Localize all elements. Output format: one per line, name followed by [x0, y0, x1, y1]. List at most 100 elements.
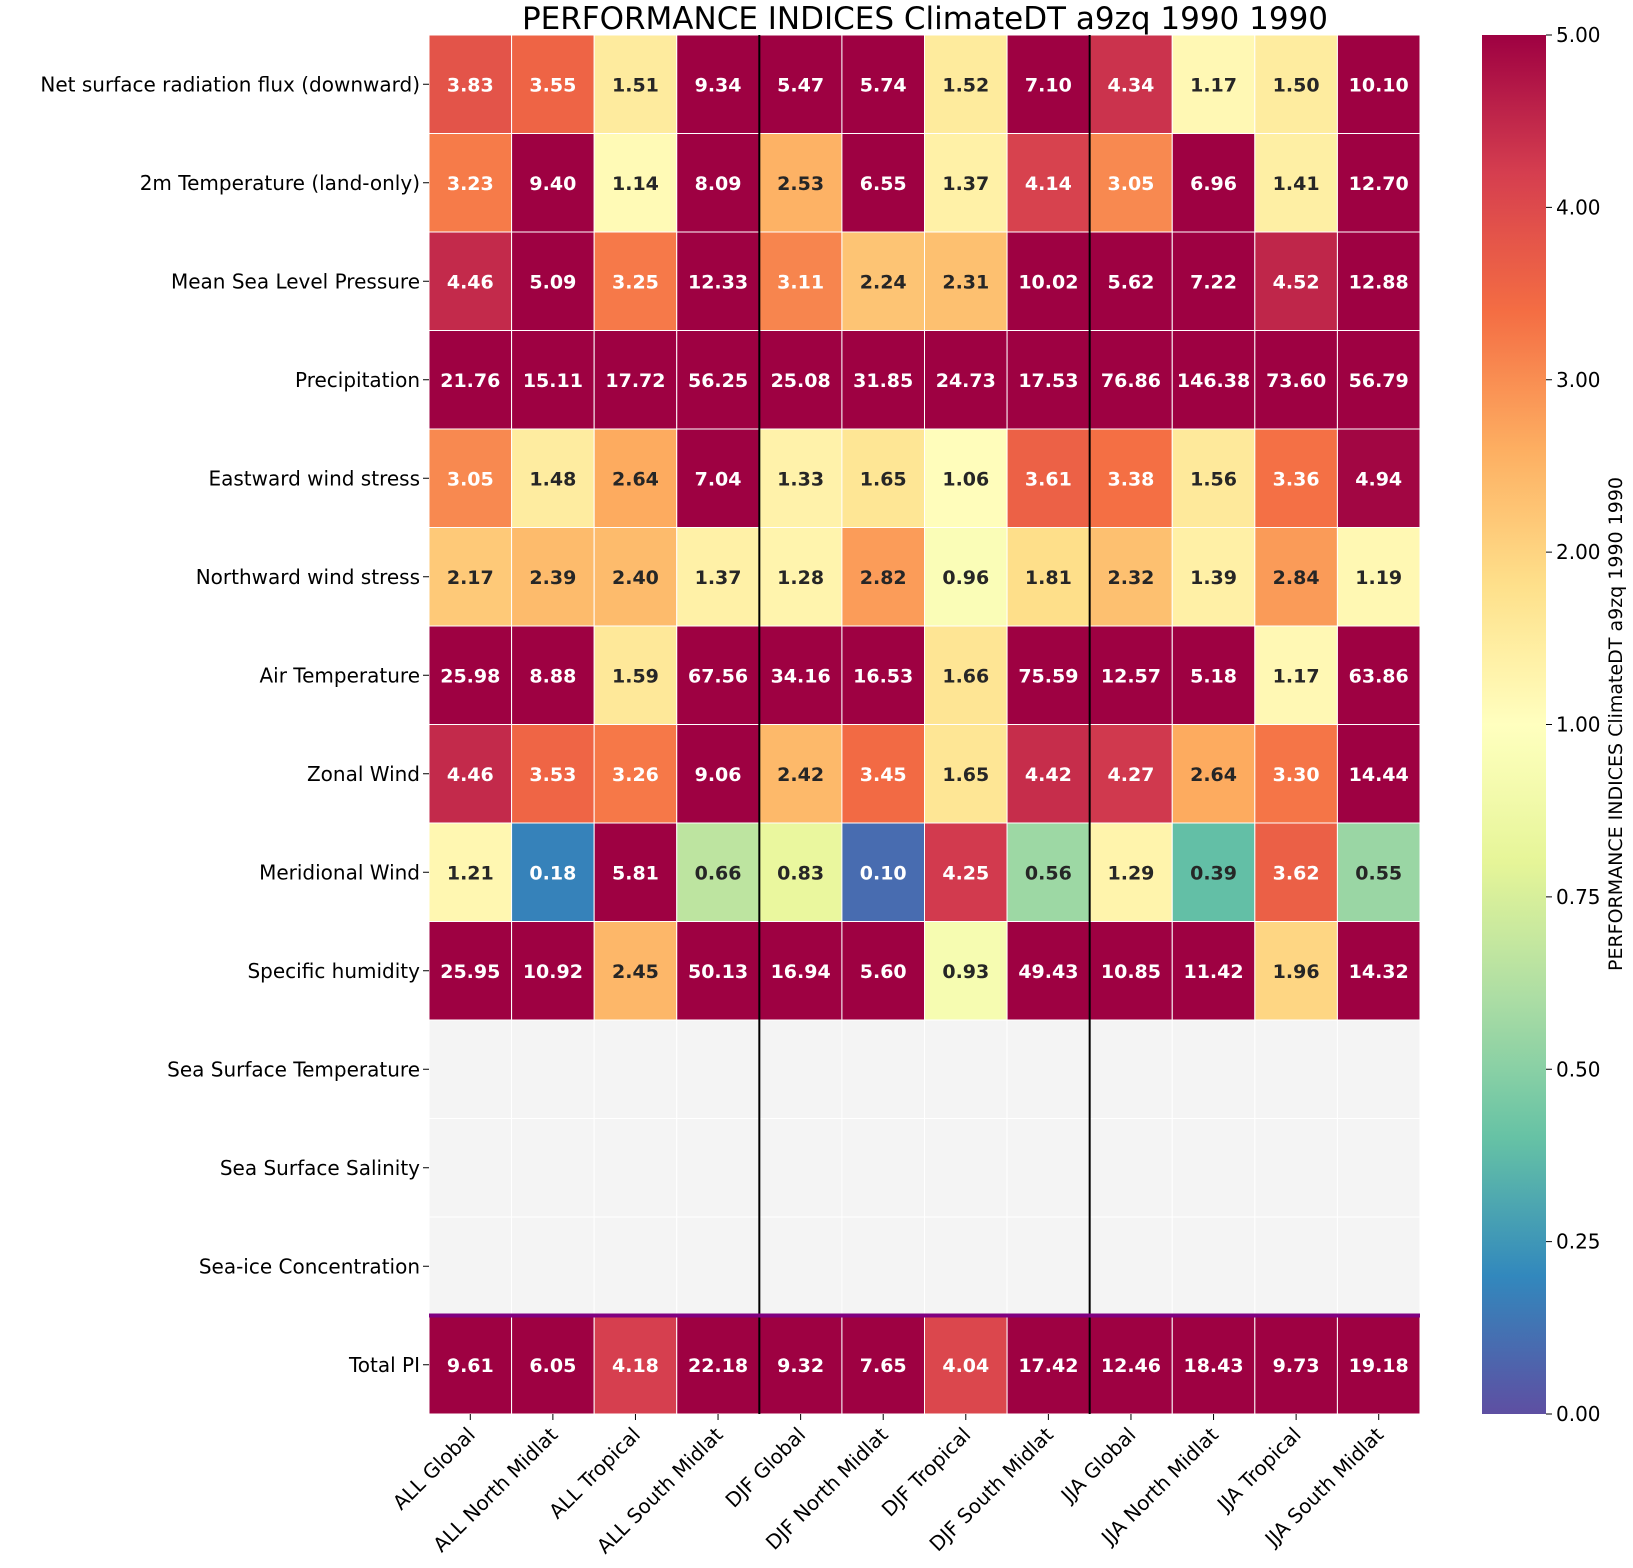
heatmap-cell: 0.55: [1336, 822, 1421, 922]
heatmap-cell: 34.16: [758, 625, 843, 725]
heatmap-cell: 2.39: [511, 527, 595, 627]
cell-value: 4.18: [612, 1355, 659, 1377]
heatmap-cell: 4.52: [1254, 231, 1338, 331]
cell-rect: [924, 625, 1008, 725]
cell-rect: [841, 34, 926, 134]
cell-value: 73.60: [1266, 370, 1326, 392]
heatmap-cell: [1089, 1118, 1173, 1218]
cell-value: 0.83: [777, 862, 824, 884]
heatmap-cell: 7.22: [1171, 231, 1256, 331]
cell-rect: [1006, 724, 1091, 824]
cell-rect: [593, 231, 678, 331]
cell-value: 10.92: [523, 961, 583, 983]
colorbar-tick-label: 4.00: [1556, 195, 1601, 219]
y-tick-label: Specific humidity: [247, 959, 420, 983]
cell-rect: [841, 625, 926, 725]
cell-value: 1.06: [942, 468, 989, 490]
cell-rect: [1171, 34, 1256, 134]
heatmap-cell: 2.53: [758, 133, 843, 233]
heatmap-cell: 5.09: [511, 231, 595, 331]
heatmap-cell: [593, 1216, 678, 1316]
cell-value: 0.56: [1025, 862, 1072, 884]
cell-rect: [428, 625, 513, 725]
heatmap-cell: 0.66: [676, 822, 760, 922]
cell-value: 2.64: [612, 468, 659, 490]
cell-rect: [428, 133, 513, 233]
heatmap-cell: 3.61: [1006, 428, 1091, 528]
colorbar-tick-label: 0.25: [1556, 1230, 1601, 1254]
heatmap-cell: 4.04: [924, 1315, 1008, 1415]
heatmap-cell: 10.02: [1006, 231, 1091, 331]
cell-rect: [1336, 1118, 1421, 1218]
heatmap-cell: 15.11: [511, 330, 595, 430]
cell-value: 2.32: [1108, 567, 1155, 589]
heatmap-cell: 10.10: [1336, 34, 1421, 134]
cell-rect: [428, 1118, 513, 1218]
cell-value: 2.45: [612, 961, 659, 983]
cell-rect: [1336, 1216, 1421, 1316]
cell-rect: [841, 133, 926, 233]
heatmap-cell: 25.95: [428, 921, 513, 1021]
cell-rect: [676, 1315, 760, 1415]
cell-rect: [1089, 1019, 1173, 1119]
cell-value: 1.51: [612, 74, 659, 96]
heatmap-cell: 12.46: [1089, 1315, 1173, 1415]
heatmap-cell: 1.21: [428, 822, 513, 922]
cell-value: 5.62: [1108, 271, 1155, 293]
cell-value: 7.10: [1025, 74, 1072, 96]
cell-value: 14.32: [1349, 961, 1409, 983]
cell-rect: [1171, 1019, 1256, 1119]
heatmap-cell: [511, 1019, 595, 1119]
heatmap-cell: [841, 1118, 926, 1218]
cell-value: 25.08: [771, 370, 831, 392]
cell-rect: [841, 527, 926, 627]
heatmap-cell: 21.76: [428, 330, 513, 430]
colorbar-tick-label: 0.75: [1556, 885, 1601, 909]
cell-rect: [758, 921, 843, 1021]
cell-value: 3.30: [1273, 764, 1320, 786]
cell-rect: [428, 724, 513, 824]
heatmap-cell: 12.33: [676, 231, 760, 331]
heatmap-cell: 2.64: [1171, 724, 1256, 824]
cell-rect: [1254, 1216, 1338, 1316]
cell-rect: [676, 1216, 760, 1316]
heatmap-cell: [676, 1019, 760, 1119]
cell-value: 12.88: [1349, 271, 1409, 293]
cell-rect: [1089, 133, 1173, 233]
group-separators: [429, 35, 1420, 1414]
heatmap-cell: 49.43: [1006, 921, 1091, 1021]
heatmap-cell: 25.98: [428, 625, 513, 725]
cell-rect: [593, 1216, 678, 1316]
cell-value: 7.04: [695, 468, 742, 490]
cell-value: 25.95: [440, 961, 500, 983]
heatmap-cell: 1.65: [924, 724, 1008, 824]
cell-value: 10.02: [1018, 271, 1078, 293]
heatmap-cell: 11.42: [1171, 921, 1256, 1021]
cell-value: 11.42: [1183, 961, 1243, 983]
cell-value: 3.26: [612, 764, 659, 786]
cell-rect: [758, 724, 843, 824]
heatmap-cell: 1.37: [676, 527, 760, 627]
heatmap-cell: [841, 1216, 926, 1316]
cell-rect: [841, 330, 926, 430]
colorbar-tick-label: 5.00: [1556, 23, 1601, 47]
heatmap-cell: 9.40: [511, 133, 595, 233]
heatmap-cell: 75.59: [1006, 625, 1091, 725]
heatmap-cell: 22.18: [676, 1315, 760, 1415]
cell-value: 4.46: [447, 271, 494, 293]
heatmap-cell: 3.45: [841, 724, 926, 824]
cell-value: 0.93: [942, 961, 989, 983]
heatmap-cell: 6.05: [511, 1315, 595, 1415]
heatmap-cell: [428, 1019, 513, 1119]
heatmap-cell: 3.25: [593, 231, 678, 331]
cell-rect: [593, 133, 678, 233]
heatmap-cell: 9.06: [676, 724, 760, 824]
cell-value: 15.11: [523, 370, 583, 392]
y-tick-label: Northward wind stress: [196, 565, 420, 589]
heatmap-cell: 3.05: [428, 428, 513, 528]
heatmap-cell: [1336, 1019, 1421, 1119]
heatmap-cell: [924, 1019, 1008, 1119]
heatmap-cell: 1.81: [1006, 527, 1091, 627]
cell-rect: [1171, 527, 1256, 627]
